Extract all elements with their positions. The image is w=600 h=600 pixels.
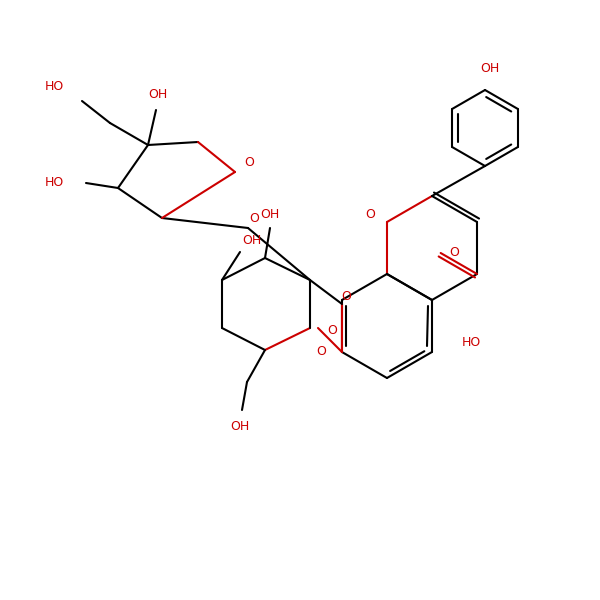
Text: OH: OH <box>481 62 500 74</box>
Text: O: O <box>450 247 460 259</box>
Text: HO: HO <box>462 335 481 349</box>
Text: OH: OH <box>260 208 280 220</box>
Text: OH: OH <box>148 88 167 101</box>
Text: HO: HO <box>45 79 64 92</box>
Text: HO: HO <box>45 176 64 190</box>
Text: O: O <box>244 155 254 169</box>
Text: OH: OH <box>230 419 250 433</box>
Text: O: O <box>316 346 326 358</box>
Text: O: O <box>327 323 337 337</box>
Text: O: O <box>341 289 351 302</box>
Text: O: O <box>249 211 259 224</box>
Text: O: O <box>365 208 375 220</box>
Text: OH: OH <box>242 233 262 247</box>
